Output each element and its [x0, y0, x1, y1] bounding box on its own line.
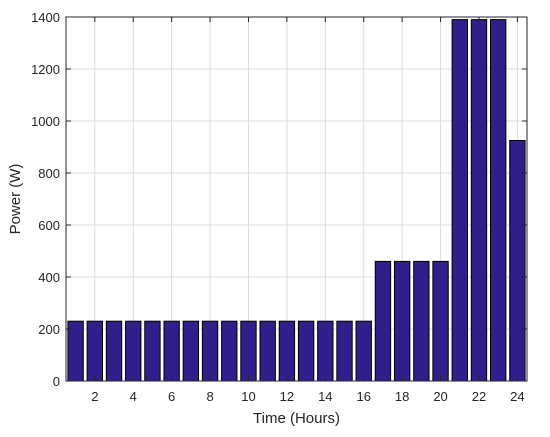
bar	[125, 320, 142, 382]
x-tick-label: 2	[91, 389, 98, 404]
bar	[393, 260, 411, 382]
y-axis-label: Power (W)	[7, 164, 24, 235]
x-tick-label: 16	[356, 389, 370, 404]
x-tick-label: 14	[318, 389, 332, 404]
bar	[86, 320, 103, 382]
x-tick-label: 4	[130, 389, 137, 404]
x-tick-label: 10	[241, 389, 255, 404]
grid-lines	[66, 16, 527, 382]
bar	[413, 260, 430, 382]
bar	[67, 320, 84, 382]
x-tick-label: 22	[472, 389, 486, 404]
plot-frame	[65, 16, 528, 382]
x-tick-label: 24	[510, 389, 524, 404]
bars	[67, 19, 526, 382]
y-tick-label: 400	[38, 270, 60, 285]
bar	[451, 19, 468, 382]
bar	[509, 140, 526, 382]
y-tick-label: 600	[38, 218, 60, 233]
x-axis-label: Time (Hours)	[253, 410, 340, 427]
y-tick-label: 1200	[31, 62, 60, 77]
y-tick-label: 1400	[31, 10, 60, 25]
y-tick-label: 800	[38, 166, 60, 181]
y-tick-label: 0	[53, 374, 60, 389]
y-tick-label: 1000	[31, 114, 60, 129]
bar	[355, 320, 372, 382]
bar	[317, 320, 334, 382]
bar	[490, 19, 507, 382]
bar	[297, 320, 315, 382]
x-tick-label: 20	[433, 389, 447, 404]
x-tick-label: 12	[280, 389, 294, 404]
bar	[221, 320, 238, 382]
x-tick-label: 6	[168, 389, 175, 404]
bar	[374, 260, 392, 382]
bar	[336, 320, 353, 382]
bar	[470, 19, 488, 382]
bar	[182, 320, 200, 382]
bar	[259, 320, 276, 382]
y-tick-label: 200	[38, 322, 60, 337]
bar	[105, 320, 123, 382]
bar	[432, 260, 449, 382]
bar	[201, 320, 219, 382]
bar	[144, 320, 161, 382]
bar	[240, 320, 257, 382]
bar	[278, 320, 296, 382]
x-tick-label: 8	[206, 389, 213, 404]
x-tick-label: 18	[395, 389, 409, 404]
bar	[163, 320, 180, 382]
